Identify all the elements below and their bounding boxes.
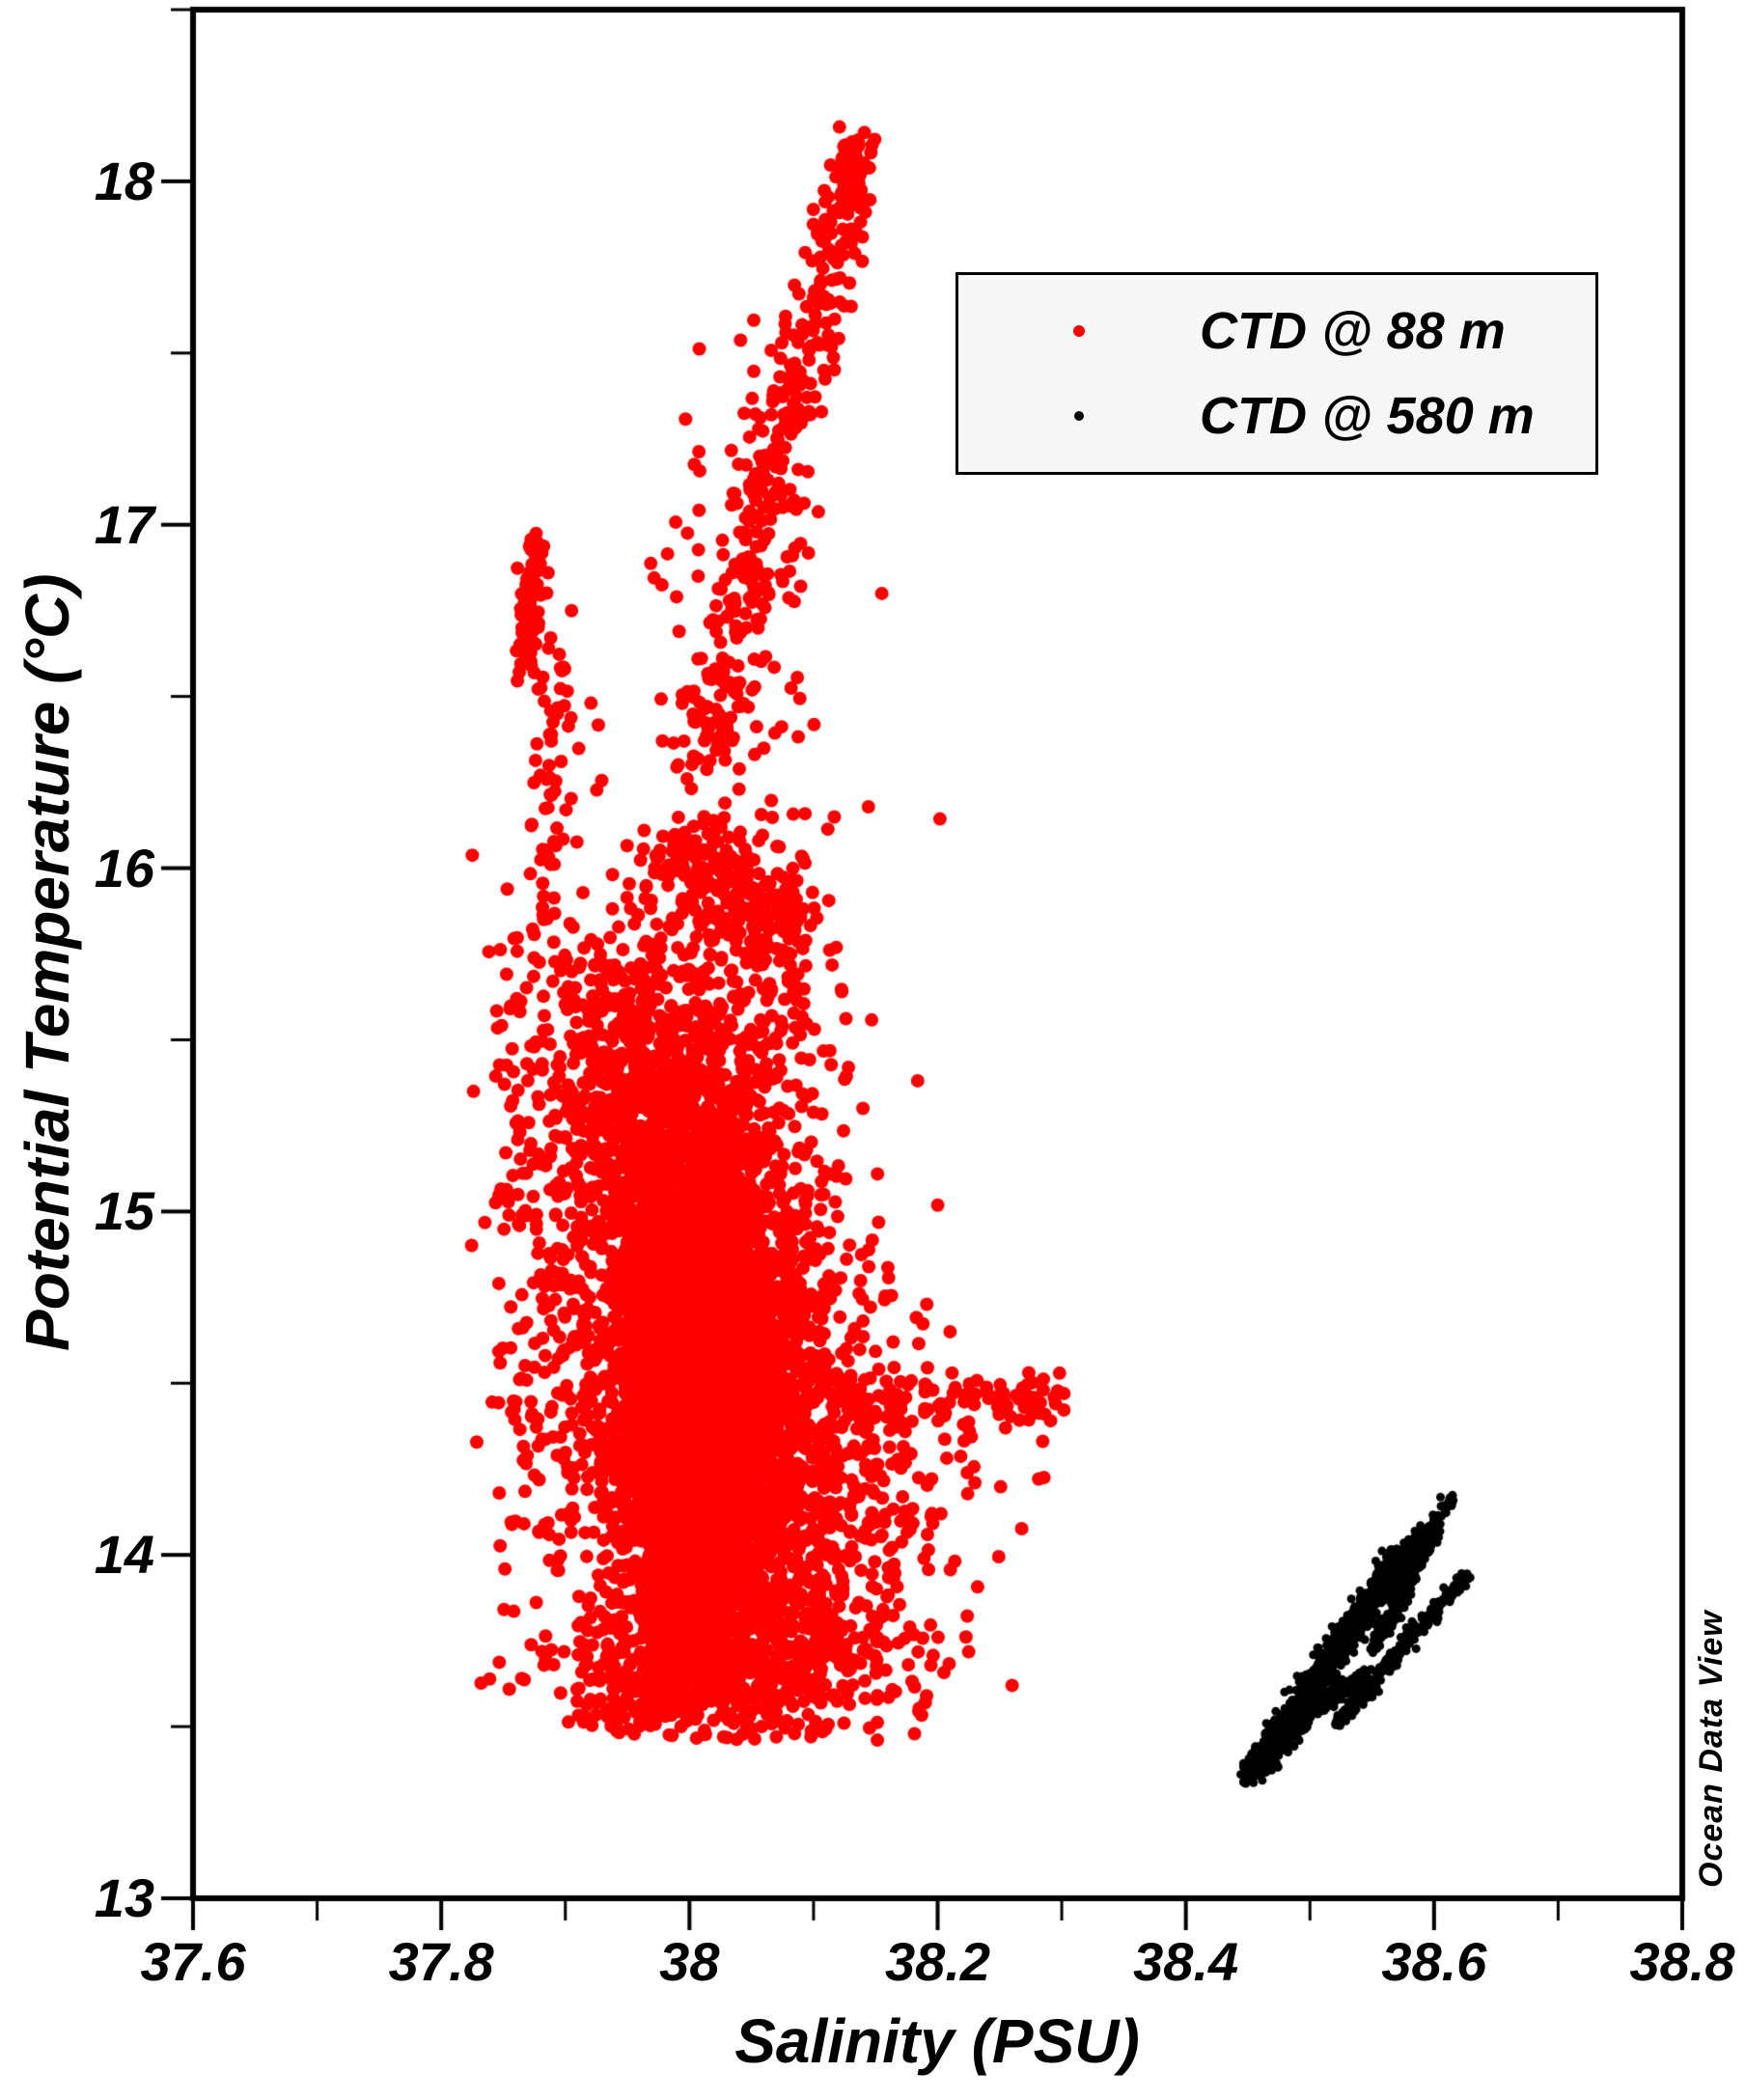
x-tick-label: 38.2	[885, 1931, 990, 1992]
y-tick-label: 15	[94, 1180, 154, 1242]
x-axis-title: Salinity (PSU)	[734, 2006, 1140, 2076]
legend-row-ctd-580m: CTD @ 580 m	[958, 373, 1595, 458]
x-tick-label: 38.6	[1381, 1931, 1487, 1992]
x-tick-label: 37.8	[388, 1931, 494, 1992]
y-tick-label: 16	[94, 837, 154, 898]
red-dot-marker-icon	[1073, 325, 1085, 337]
legend-marker-cell	[958, 411, 1200, 421]
legend-label-ctd-88m: CTD @ 88 m	[1200, 302, 1506, 360]
legend-row-ctd-88m: CTD @ 88 m	[958, 289, 1595, 373]
y-tick-label: 17	[94, 493, 154, 555]
x-tick-label: 38.4	[1133, 1931, 1239, 1992]
ocean-data-view-watermark: Ocean Data View	[1693, 1610, 1730, 1888]
x-tick-label: 38.8	[1629, 1931, 1735, 1992]
y-axis-title: Potential Temperature (°C)	[13, 573, 82, 1351]
y-tick-label: 18	[94, 150, 154, 211]
x-tick-label: 37.6	[140, 1931, 246, 1992]
legend-box: CTD @ 88 m CTD @ 580 m	[956, 272, 1598, 475]
black-dot-marker-icon	[1074, 411, 1084, 421]
legend-label-ctd-580m: CTD @ 580 m	[1200, 387, 1535, 445]
y-tick-label: 13	[94, 1867, 154, 1928]
x-tick-label: 38	[659, 1931, 720, 1992]
y-tick-label: 14	[94, 1524, 154, 1586]
legend-marker-cell	[958, 325, 1200, 337]
